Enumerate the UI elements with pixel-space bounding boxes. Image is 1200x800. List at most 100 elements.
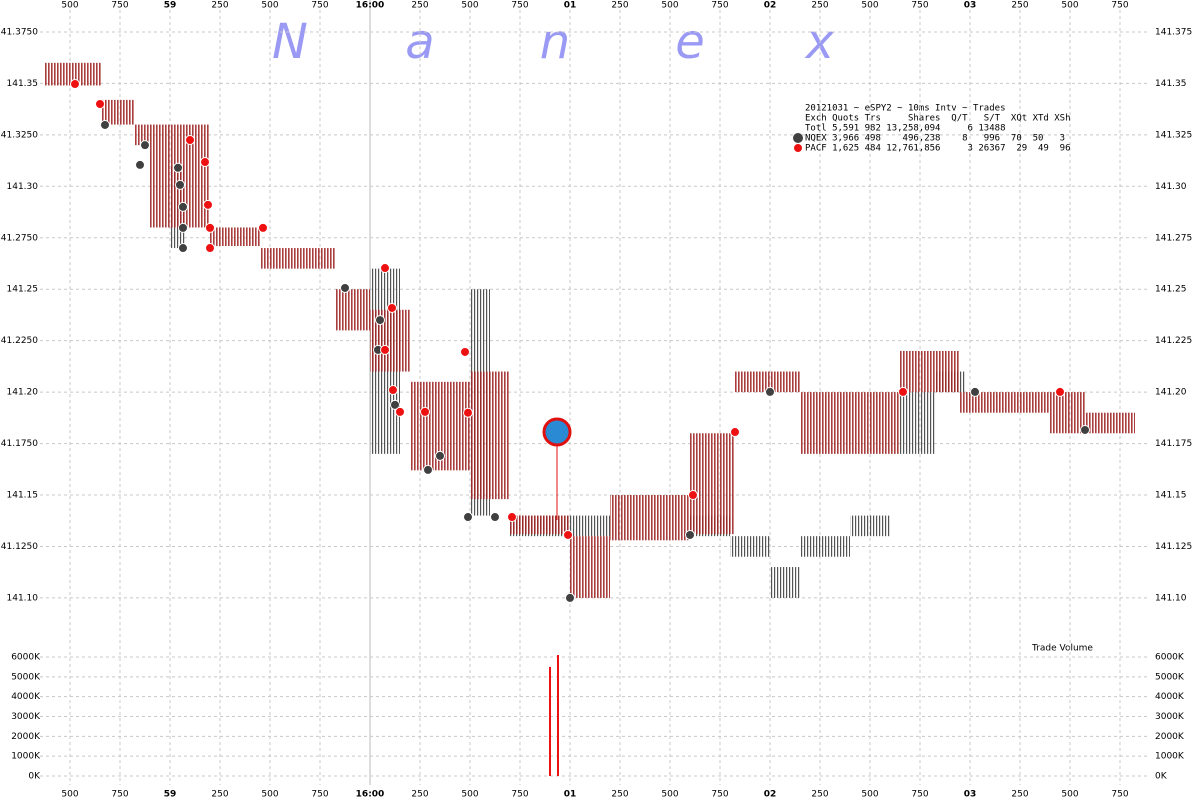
trade [423,464,433,475]
watermark-letter: N [272,14,308,70]
x-tick-label: 250 [411,1,428,11]
trade [730,427,740,438]
trade [565,592,575,603]
y-tick-label: 141.25 [7,285,39,295]
trade [173,162,183,173]
y2-tick-label: 2000K [11,732,41,742]
trade [435,450,445,461]
x-tick-label: 750 [911,1,928,11]
x-tick-label: 59 [164,790,177,800]
quote-band [260,248,335,269]
y-tick-label: 41.1250 [1,542,38,552]
quote-band [730,536,770,557]
quote-band [335,289,370,331]
trade [100,119,110,130]
y2-tick-label: 1000K [1155,752,1185,762]
y-tick-label: 141.35 [7,79,39,89]
quote-band [150,124,210,228]
trade [1080,424,1090,435]
x-tick-label: 500 [861,790,878,800]
trade [185,135,195,146]
trade [542,417,572,447]
y-tick-label: 41.2250 [1,336,38,346]
watermark-letter: x [804,14,835,70]
trade [460,346,470,357]
x-tick-label: 02 [764,790,777,800]
quote-band [510,515,570,535]
trade [95,98,105,109]
x-tick-label: 03 [964,1,977,11]
x-tick-label: 250 [411,790,428,800]
y2-tick-label: 0K [1155,772,1168,782]
x-tick-label: 250 [611,790,628,800]
x-tick-label: 500 [61,1,78,11]
x-tick-label: 750 [911,790,928,800]
y-tick-label: 141.35 [1155,79,1187,89]
quote-band [735,371,800,393]
y-tick-label: 141.15 [7,491,39,501]
x-tick-label: 500 [261,1,278,11]
legend-row: PACF 1,625 484 12,761,856 3 26367 29 49 … [805,144,1071,154]
quote-band [850,515,890,537]
y-tick-label: 141.30 [1155,182,1187,192]
x-tick-label: 500 [861,1,878,11]
trade [563,529,573,540]
trade [70,79,80,90]
x-tick-label: 750 [311,1,328,11]
x-tick-label: 750 [1111,790,1128,800]
x-tick-label: 16:00 [356,1,385,11]
quote-band [900,350,960,393]
trade [178,243,188,254]
legend-row: NQEX 3,966 498 496,238 8 996 70 50 3 [805,134,1065,144]
quote-band [570,536,610,598]
x-tick-label: 250 [811,1,828,11]
x-tick-label: 500 [261,790,278,800]
quote-band [690,433,735,535]
x-tick-label: 250 [611,1,628,11]
trade [375,315,385,326]
y2-tick-label: 1000K [11,752,41,762]
y2-tick-label: 4000K [1155,692,1185,702]
trade [135,159,145,170]
y-tick-label: 141.325 [1155,130,1192,140]
x-tick-label: 750 [111,1,128,11]
trade [970,386,980,397]
trade [200,157,210,168]
quote-band [770,567,800,598]
quote-band [610,495,690,541]
y-tick-label: 141.10 [1155,593,1187,603]
quote-band [102,99,135,125]
y-tick-label: 141.25 [1155,285,1187,295]
trade [175,179,185,190]
x-tick-label: 500 [461,790,478,800]
x-tick-label: 750 [511,790,528,800]
x-tick-label: 750 [311,790,328,800]
y-tick-label: 141.20 [1155,388,1187,398]
x-tick-label: 500 [61,790,78,800]
y2-tick-label: 5000K [1155,672,1185,682]
x-tick-label: 01 [564,790,577,800]
trade [258,222,268,233]
x-tick-label: 750 [711,1,728,11]
y-tick-label: 141.30 [7,182,39,192]
y2-tick-label: 0K [28,772,41,782]
trade [765,386,775,397]
quote-band [1050,392,1085,434]
y-tick-label: 41.3750 [1,27,38,37]
quote-band [45,62,102,86]
x-tick-label: 250 [1011,790,1028,800]
trade [178,201,188,212]
x-tick-label: 02 [764,1,777,11]
trade [463,407,473,418]
y2-tick-label: 6000K [11,653,41,663]
trade [688,490,698,501]
trade [390,399,400,410]
trade [205,243,215,254]
trade [380,344,390,355]
x-tick-label: 250 [211,1,228,11]
x-tick-label: 250 [1011,1,1028,11]
trade [388,385,398,396]
quote-band [900,392,935,454]
x-tick-label: 59 [164,1,177,11]
quote-band [800,536,850,557]
